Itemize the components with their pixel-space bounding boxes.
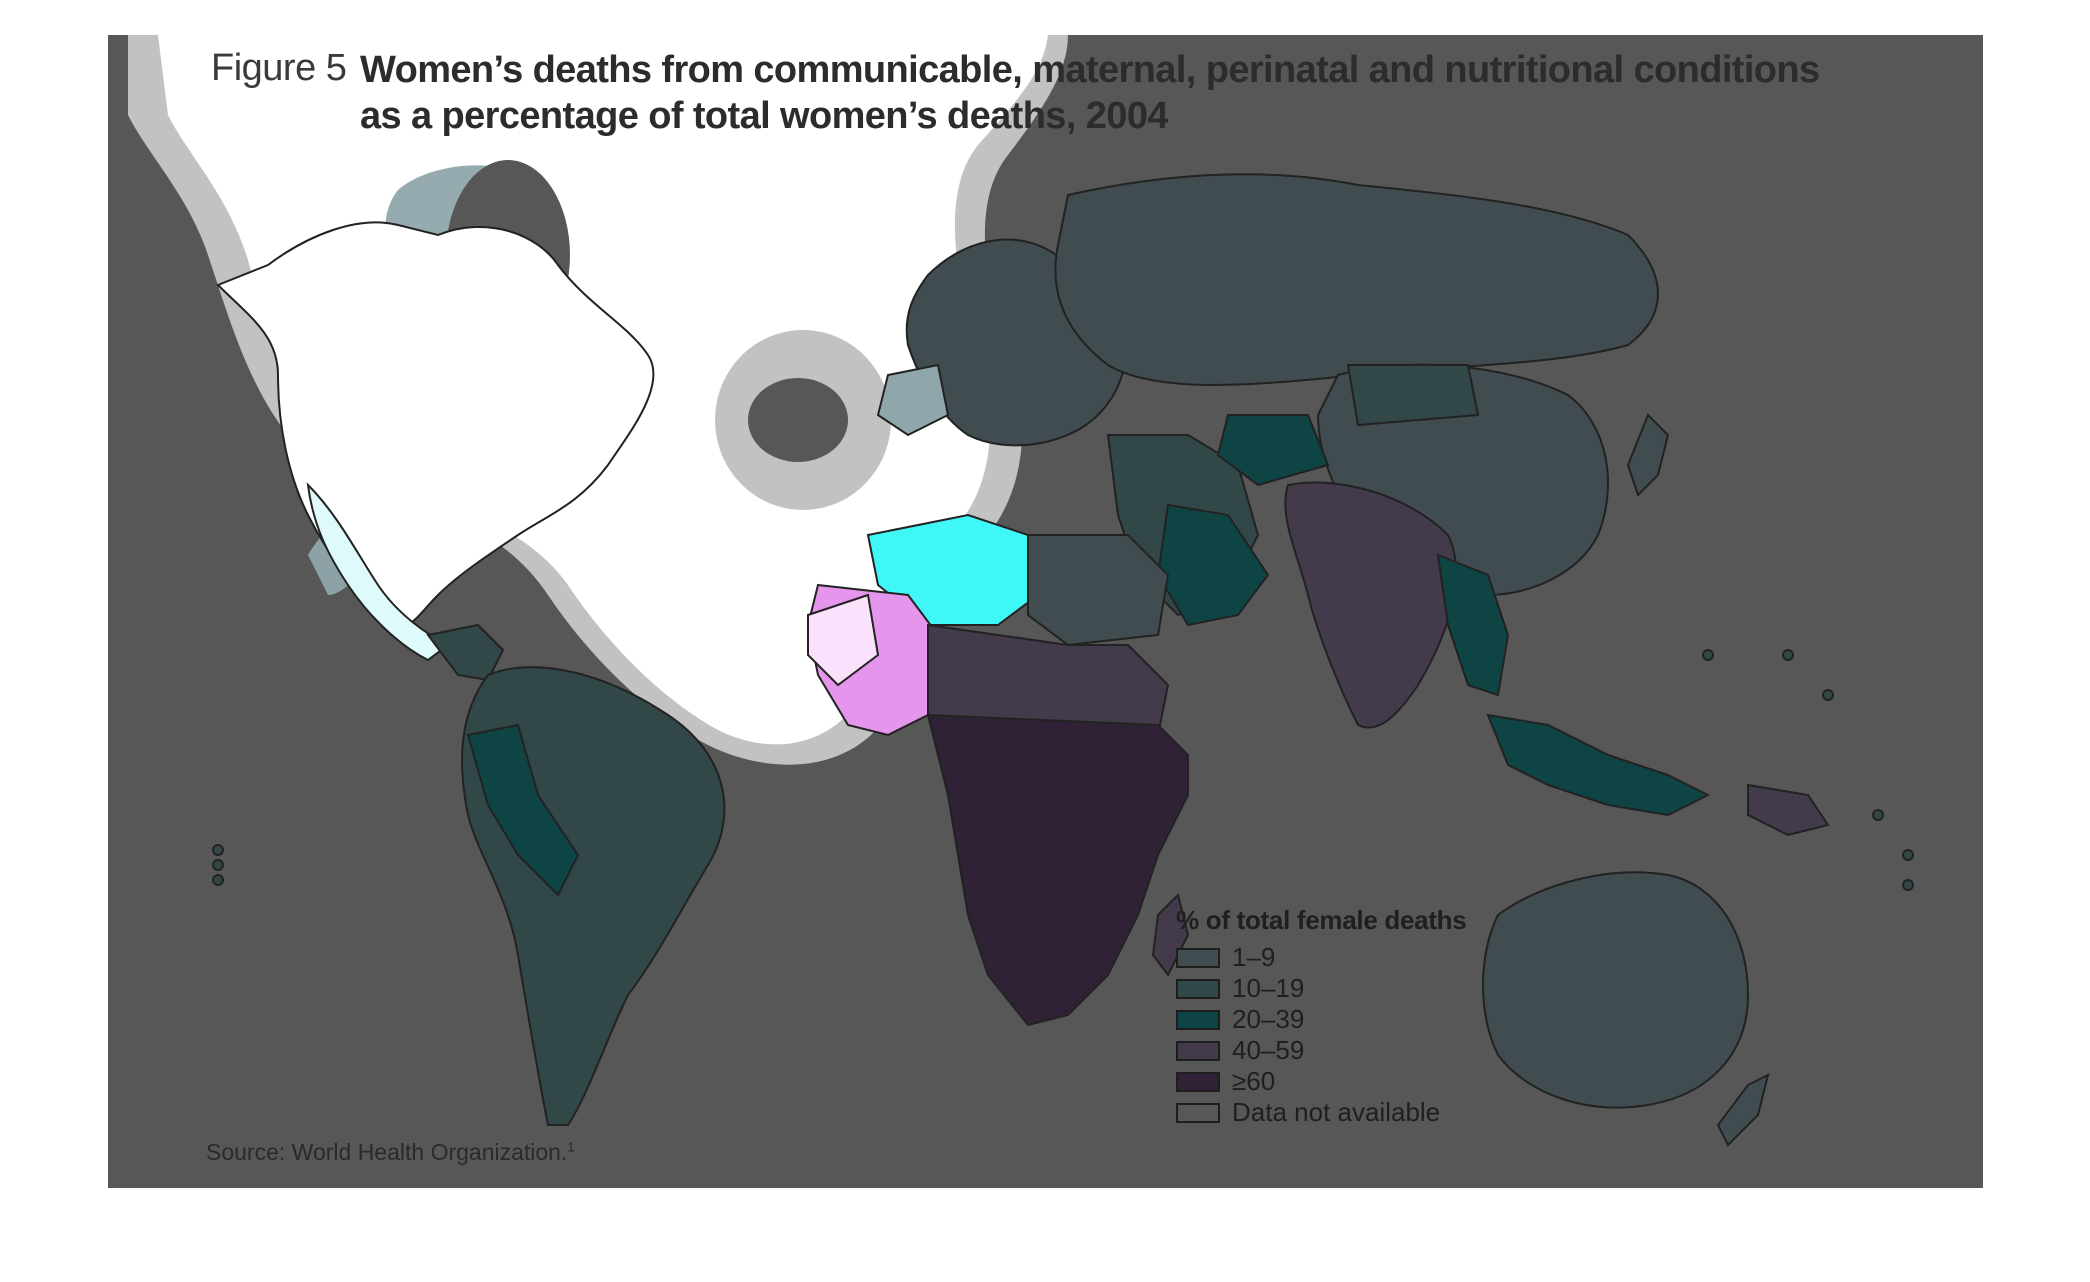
world-map xyxy=(108,35,1983,1188)
papua xyxy=(1747,783,1830,837)
andes-region xyxy=(466,723,580,897)
legend-swatch xyxy=(1176,1102,1220,1123)
legend-label: 10–19 xyxy=(1232,973,1305,1003)
island-marker xyxy=(212,874,224,886)
legend-label: 40–59 xyxy=(1232,1035,1305,1065)
source-note: Source: World Health Organization.1 xyxy=(206,1139,575,1166)
central-america xyxy=(426,623,505,682)
legend-swatch xyxy=(1176,1040,1220,1061)
australia xyxy=(1482,871,1750,1109)
legend-label: 20–39 xyxy=(1232,1004,1305,1034)
north-africa xyxy=(1027,534,1170,647)
island-marker xyxy=(1902,849,1914,861)
southeast-asia xyxy=(1436,553,1510,697)
iberia xyxy=(876,363,950,437)
legend-item: 1–9 xyxy=(1176,942,1466,973)
legend-item: 10–19 xyxy=(1176,973,1466,1004)
legend-swatch xyxy=(1176,978,1220,999)
map-legend: % of total female deaths 1–9 10–19 20–39 40… xyxy=(1176,905,1467,1128)
russia xyxy=(1054,173,1659,386)
new-zealand xyxy=(1716,1073,1770,1147)
legend-items: 1–9 10–19 20–39 40–59 ≥60 Data not available xyxy=(1176,942,1466,1128)
source-footnote: 1 xyxy=(567,1139,575,1155)
legend-label: Data not available xyxy=(1232,1097,1441,1127)
legend-swatch xyxy=(1176,947,1220,968)
legend-swatch xyxy=(1176,1009,1220,1030)
central-asia xyxy=(1216,414,1330,487)
japan xyxy=(1626,413,1670,497)
overlay-ring-inner xyxy=(748,378,848,462)
island-marker xyxy=(212,859,224,871)
indonesia xyxy=(1486,713,1711,817)
legend-swatch xyxy=(1176,1071,1220,1092)
legend-item: ≥60 xyxy=(1176,1066,1466,1097)
island-marker xyxy=(1822,689,1834,701)
island-marker xyxy=(1902,879,1914,891)
island-marker xyxy=(1782,649,1794,661)
legend-label: 1–9 xyxy=(1232,942,1276,972)
legend-title: % of total female deaths xyxy=(1176,905,1467,935)
mongolia xyxy=(1346,364,1480,427)
figure-label: Figure 5 xyxy=(211,47,347,89)
island-marker xyxy=(212,844,224,856)
map-figure: Figure 5 Women’s deaths from communicabl… xyxy=(108,35,1983,1188)
legend-item: 40–59 xyxy=(1176,1035,1466,1066)
west-africa-light xyxy=(807,593,880,687)
source-text: Source: World Health Organization. xyxy=(206,1139,568,1165)
legend-item: 20–39 xyxy=(1176,1004,1466,1035)
figure-title: Women’s deaths from communicable, matern… xyxy=(360,47,1860,139)
sub-saharan-africa xyxy=(926,713,1189,1027)
island-marker xyxy=(1872,809,1884,821)
legend-item: Data not available xyxy=(1176,1097,1466,1128)
figure-title-line2: as a percentage of total women’s deaths,… xyxy=(360,95,1168,137)
legend-label: ≥60 xyxy=(1232,1066,1276,1096)
island-marker xyxy=(1702,649,1714,661)
south-asia xyxy=(1284,481,1457,729)
figure-title-line1: Women’s deaths from communicable, matern… xyxy=(360,49,1820,91)
